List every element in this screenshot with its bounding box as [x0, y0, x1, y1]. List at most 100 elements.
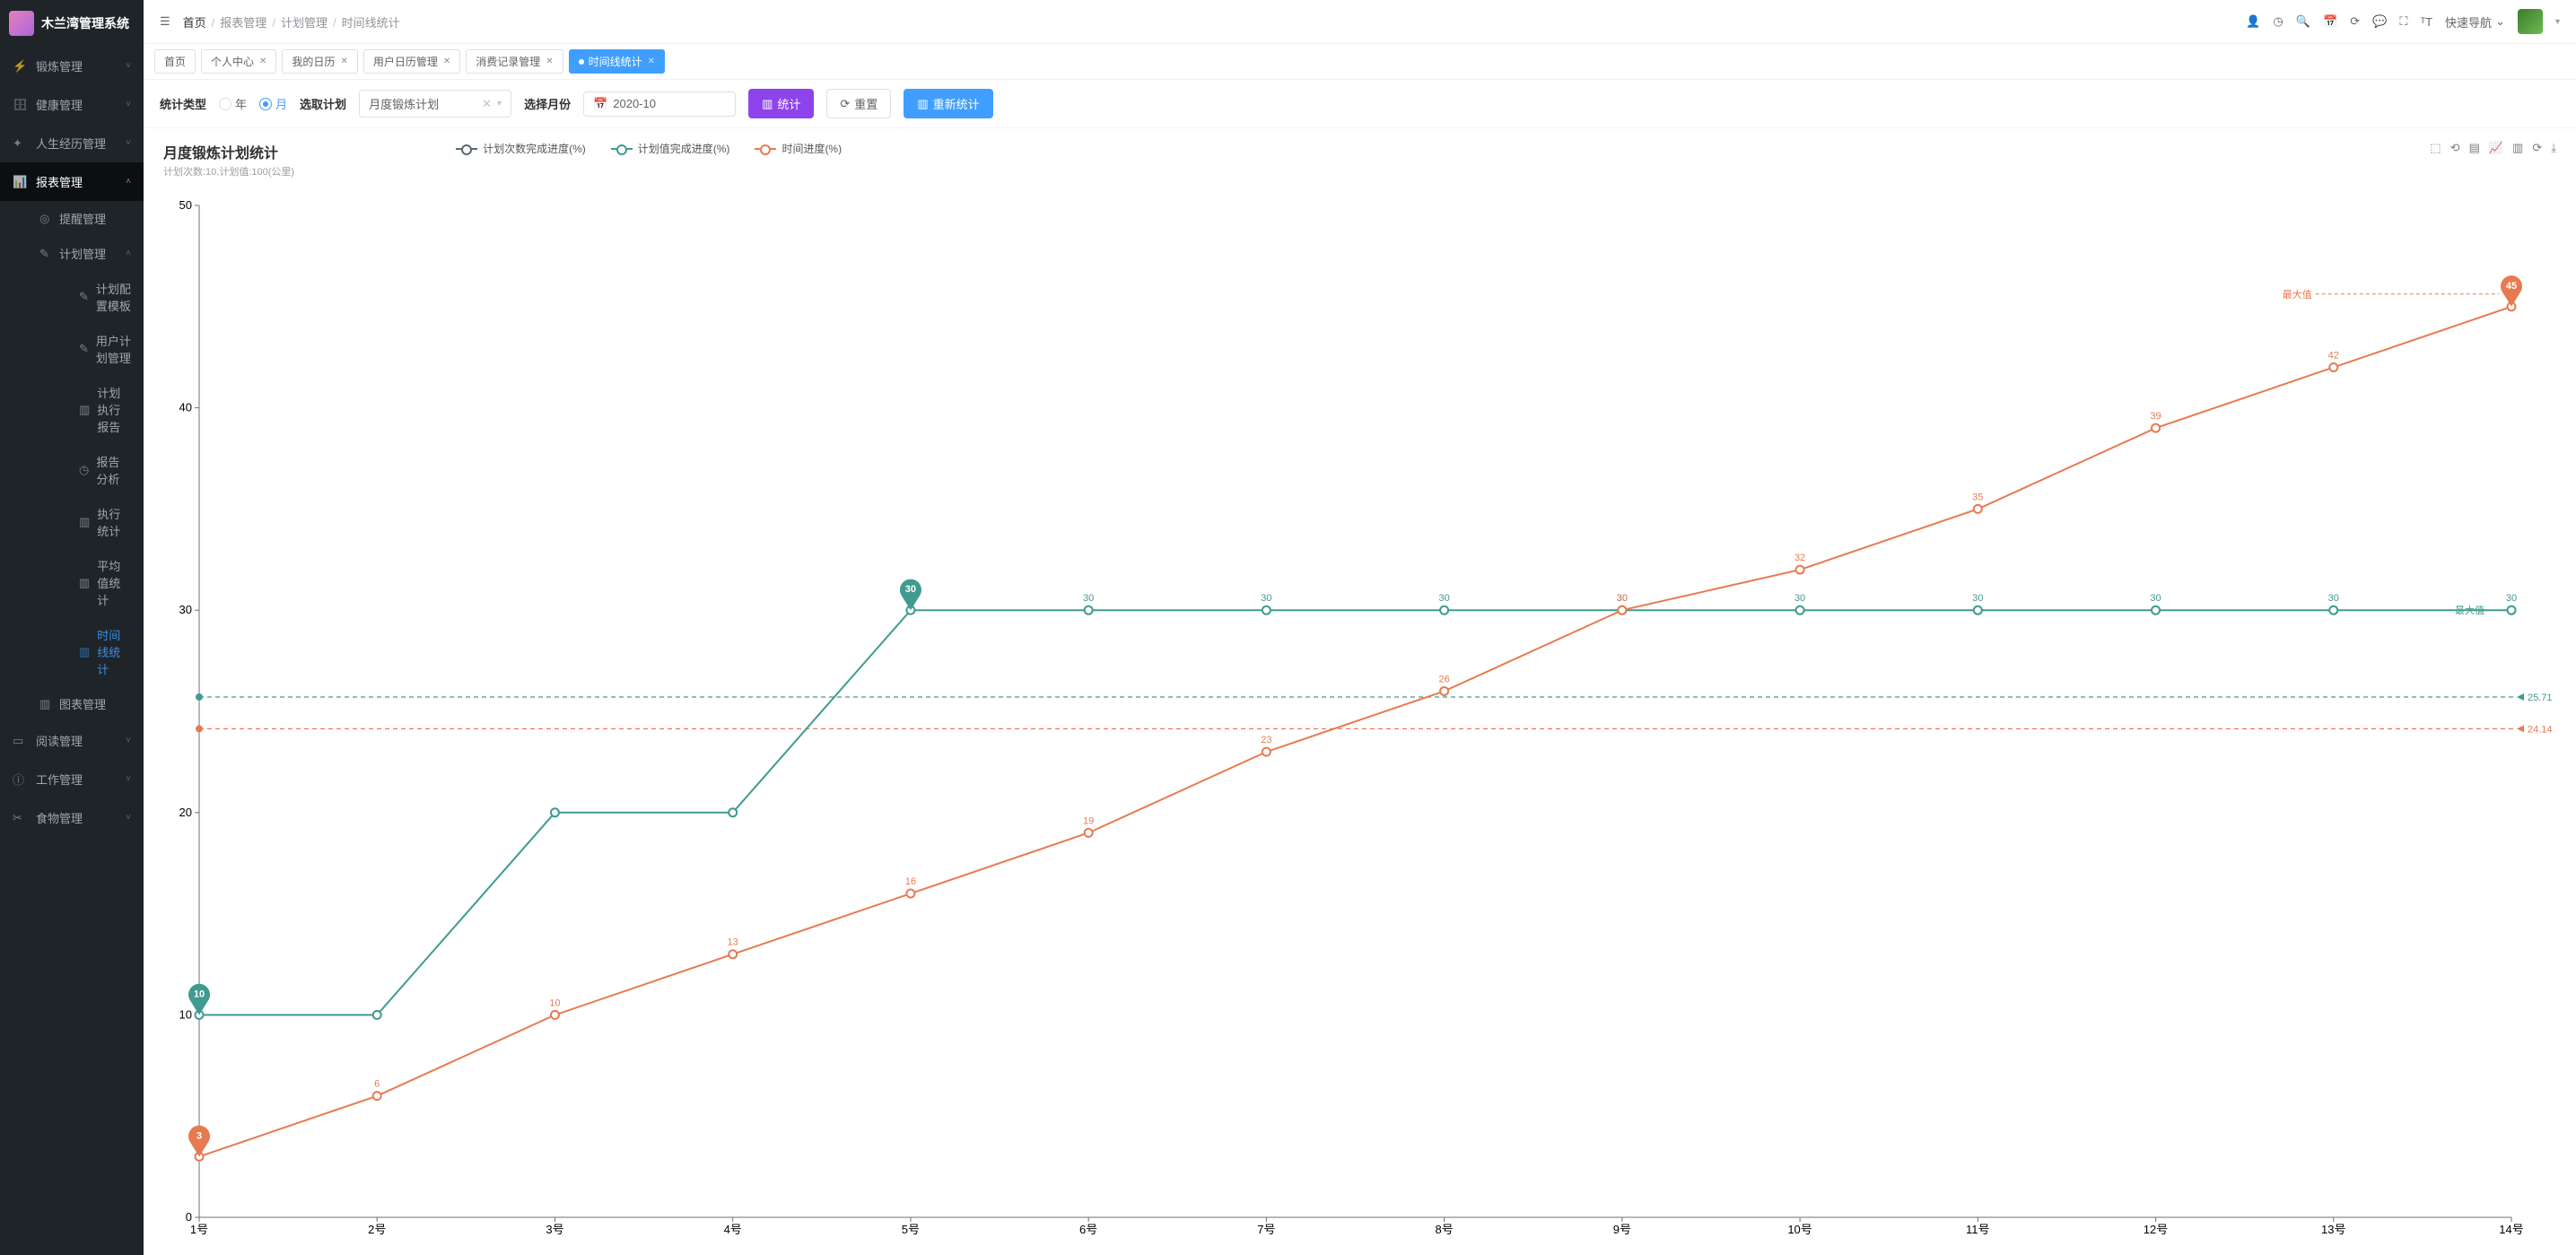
- restat-label: 重新统计: [933, 95, 980, 112]
- tab-close-icon[interactable]: ✕: [648, 57, 655, 66]
- plan-clear-icon[interactable]: ✕: [482, 97, 492, 111]
- svg-text:3: 3: [196, 1130, 202, 1141]
- tab-label: 首页: [164, 54, 186, 69]
- toolbox-zoom-icon[interactable]: ⬚: [2430, 141, 2441, 155]
- sidebar-item[interactable]: ✂食物管理˅: [0, 798, 144, 837]
- expand-icon: ˄: [126, 177, 131, 187]
- sidebar-item[interactable]: ◷报告分析: [79, 444, 144, 496]
- sidebar-item[interactable]: ▥平均值统计: [79, 548, 144, 617]
- svg-text:10: 10: [549, 998, 560, 1008]
- month-picker[interactable]: 📅 2020-10: [583, 92, 736, 117]
- tab[interactable]: 个人中心✕: [201, 49, 276, 74]
- legend-label: 计划次数完成进度(%): [483, 141, 586, 156]
- breadcrumb-item[interactable]: 报表管理: [220, 16, 266, 30]
- sidebar-item[interactable]: ⓘ工作管理˅: [0, 760, 144, 798]
- avatar[interactable]: [2518, 9, 2543, 34]
- fullscreen-icon[interactable]: ⛶: [2399, 14, 2407, 29]
- toolbox-data-icon[interactable]: ▤: [2469, 141, 2480, 155]
- sidebar-item-label: 工作管理: [36, 771, 83, 788]
- sidebar-item[interactable]: ◎提醒管理: [39, 201, 144, 236]
- toolbox-bar-icon[interactable]: ▥: [2512, 141, 2523, 155]
- toolbox-zoomreset-icon[interactable]: ⟲: [2450, 141, 2460, 155]
- radio-month-circle: [259, 98, 272, 110]
- sidebar-item[interactable]: ▥图表管理: [39, 686, 144, 721]
- tab-label: 用户日历管理: [373, 54, 438, 69]
- plan-select[interactable]: 月度锻炼计划 ✕ ▾: [359, 90, 511, 118]
- tab-close-icon[interactable]: ✕: [340, 57, 347, 66]
- breadcrumb-sep: /: [212, 16, 215, 30]
- sidebar-item[interactable]: ⚡锻炼管理˅: [0, 47, 144, 85]
- sidebar-item[interactable]: ▥时间线统计: [79, 617, 144, 686]
- legend-item[interactable]: 时间进度(%): [755, 141, 842, 156]
- svg-text:19: 19: [1083, 815, 1094, 826]
- tab[interactable]: 时间线统计✕: [569, 49, 665, 74]
- svg-text:30: 30: [1617, 593, 1628, 604]
- chart-toolbox: ⬚ ⟲ ▤ 📈 ▥ ⟳ ⤓: [2430, 141, 2556, 155]
- svg-text:45: 45: [2506, 281, 2517, 292]
- sidebar-item[interactable]: 🗄健康管理˅: [0, 85, 144, 124]
- legend-item[interactable]: 计划次数完成进度(%): [456, 141, 586, 156]
- chat-icon[interactable]: 💬: [2372, 14, 2387, 29]
- sidebar-item-label: 执行统计: [97, 505, 131, 539]
- tab-close-icon[interactable]: ✕: [259, 57, 266, 66]
- chart-subtitle: 计划次数:10,计划值:100(公里): [163, 164, 294, 179]
- sync-icon[interactable]: ⟳: [2350, 14, 2360, 29]
- legend-label: 时间进度(%): [782, 141, 842, 156]
- toolbox-line-icon[interactable]: 📈: [2489, 141, 2503, 155]
- radio-month[interactable]: 月: [259, 95, 287, 112]
- tab[interactable]: 用户日历管理 ✕: [363, 49, 460, 74]
- tab[interactable]: 我的日历✕: [282, 49, 357, 74]
- sidebar-item[interactable]: ✎用户计划管理: [79, 323, 144, 375]
- svg-text:8号: 8号: [1435, 1223, 1453, 1236]
- filter-type-label: 统计类型: [160, 95, 206, 112]
- radio-year[interactable]: 年: [219, 95, 247, 112]
- svg-text:10号: 10号: [1787, 1223, 1812, 1236]
- search-icon[interactable]: 🔍: [2296, 14, 2310, 29]
- sidebar-item-label: 食物管理: [36, 809, 83, 826]
- breadcrumb-item[interactable]: 计划管理: [281, 16, 327, 30]
- sidebar-item[interactable]: ✎计划配置模板: [79, 271, 144, 323]
- sidebar-item-label: 人生经历管理: [36, 135, 106, 152]
- sidebar-item[interactable]: ▭阅读管理˅: [0, 721, 144, 760]
- chart-area: 月度锻炼计划统计 计划次数:10,计划值:100(公里) 计划次数完成进度(%)…: [144, 128, 2576, 1255]
- sidebar-item[interactable]: ✦人生经历管理˅: [0, 124, 144, 162]
- toolbox-download-icon[interactable]: ⤓: [2551, 141, 2556, 155]
- legend-swatch: [611, 148, 633, 150]
- sidebar-item-label: 报表管理: [36, 173, 83, 190]
- sidebar-item[interactable]: 📊报表管理˄: [0, 162, 144, 201]
- svg-text:30: 30: [2506, 593, 2517, 604]
- svg-text:30: 30: [1972, 593, 1983, 604]
- breadcrumb-item[interactable]: 时间线统计: [342, 16, 400, 30]
- svg-text:13: 13: [728, 937, 738, 948]
- tab[interactable]: 首页: [154, 49, 196, 74]
- reset-button[interactable]: ⟳ 重置: [826, 89, 891, 118]
- sidebar-item-label: 提醒管理: [59, 210, 106, 227]
- quick-nav[interactable]: 快速导航 ⌄: [2445, 13, 2505, 31]
- calendar-icon[interactable]: 📅: [2323, 14, 2337, 29]
- restat-button[interactable]: ▥ 重新统计: [904, 89, 992, 118]
- sidebar-item[interactable]: ▥执行统计: [79, 496, 144, 548]
- svg-text:30: 30: [2150, 593, 2161, 604]
- toolbox-refresh-icon[interactable]: ⟳: [2532, 141, 2542, 155]
- stat-button[interactable]: ▥ 统计: [748, 89, 814, 118]
- font-icon[interactable]: ᵀT: [2420, 15, 2432, 29]
- sidebar-item[interactable]: ▥计划执行报告: [79, 375, 144, 444]
- user-icon[interactable]: 👤: [2246, 14, 2260, 29]
- svg-text:30: 30: [179, 603, 192, 616]
- avatar-chevron-icon[interactable]: ▾: [2555, 17, 2560, 27]
- tab-close-icon[interactable]: ✕: [443, 57, 450, 66]
- clock-icon[interactable]: ◷: [2274, 14, 2283, 29]
- svg-text:30: 30: [905, 584, 916, 595]
- sidebar-item-label: 健康管理: [36, 96, 83, 113]
- filters: 统计类型 年 月 选取计划 月度锻炼计划 ✕ ▾ 选择月份 📅 2020-10 …: [144, 80, 2576, 128]
- menu-toggle-icon[interactable]: ☰: [160, 14, 170, 29]
- expand-icon: ˅: [126, 100, 131, 109]
- svg-text:1号: 1号: [190, 1223, 208, 1236]
- sidebar-item[interactable]: ✎计划管理˄: [39, 236, 144, 271]
- svg-text:30: 30: [1794, 593, 1805, 604]
- tab-close-icon[interactable]: ✕: [546, 57, 553, 66]
- svg-text:6: 6: [374, 1079, 380, 1090]
- legend-item[interactable]: 计划值完成进度(%): [611, 141, 730, 156]
- tab[interactable]: 消费记录管理✕: [466, 49, 563, 74]
- svg-text:0: 0: [186, 1210, 192, 1224]
